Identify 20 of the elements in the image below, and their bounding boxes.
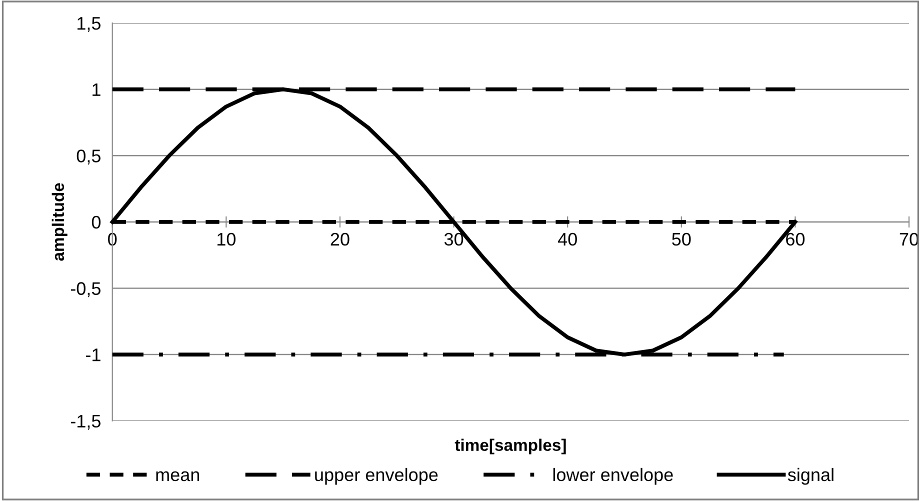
y-tick-label: 0,5 bbox=[76, 150, 100, 164]
x-tick-label: 40 bbox=[558, 232, 577, 246]
legend-label: signal bbox=[788, 468, 834, 485]
x-tick-label: 50 bbox=[672, 232, 691, 246]
y-tick-label: -1 bbox=[86, 348, 100, 362]
y-tick-label: 0 bbox=[92, 216, 101, 229]
legend-label: upper envelope bbox=[315, 468, 438, 485]
y-tick-label: -0,5 bbox=[70, 282, 100, 298]
legend-label: mean bbox=[156, 471, 200, 482]
x-tick-label: 0 bbox=[108, 232, 117, 246]
y-tick-label: 1 bbox=[92, 83, 100, 96]
x-tick-label: 30 bbox=[444, 232, 464, 246]
y-axis-title: amplitude bbox=[52, 183, 68, 261]
x-tick-label: 10 bbox=[218, 232, 236, 246]
legend-label: lower envelope bbox=[553, 468, 673, 485]
y-tick-label: -1,5 bbox=[70, 414, 100, 430]
x-tick-label: 60 bbox=[786, 232, 805, 246]
y-tick-label: 1,5 bbox=[78, 17, 100, 32]
x-tick-label: 20 bbox=[330, 232, 350, 246]
x-axis-title: time[samples] bbox=[454, 438, 566, 454]
